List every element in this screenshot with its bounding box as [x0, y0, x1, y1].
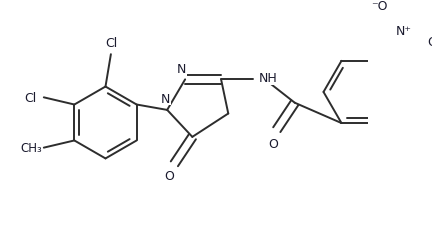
Text: Cl: Cl: [24, 91, 37, 104]
Text: NH: NH: [259, 72, 278, 85]
Text: N⁺: N⁺: [395, 25, 411, 38]
Text: CH₃: CH₃: [20, 142, 42, 155]
Text: ⁻O: ⁻O: [371, 0, 388, 13]
Text: Cl: Cl: [105, 37, 117, 50]
Text: O: O: [164, 170, 174, 182]
Text: N: N: [177, 63, 186, 76]
Text: O: O: [428, 35, 432, 48]
Text: O: O: [268, 137, 278, 150]
Text: N: N: [161, 92, 170, 105]
